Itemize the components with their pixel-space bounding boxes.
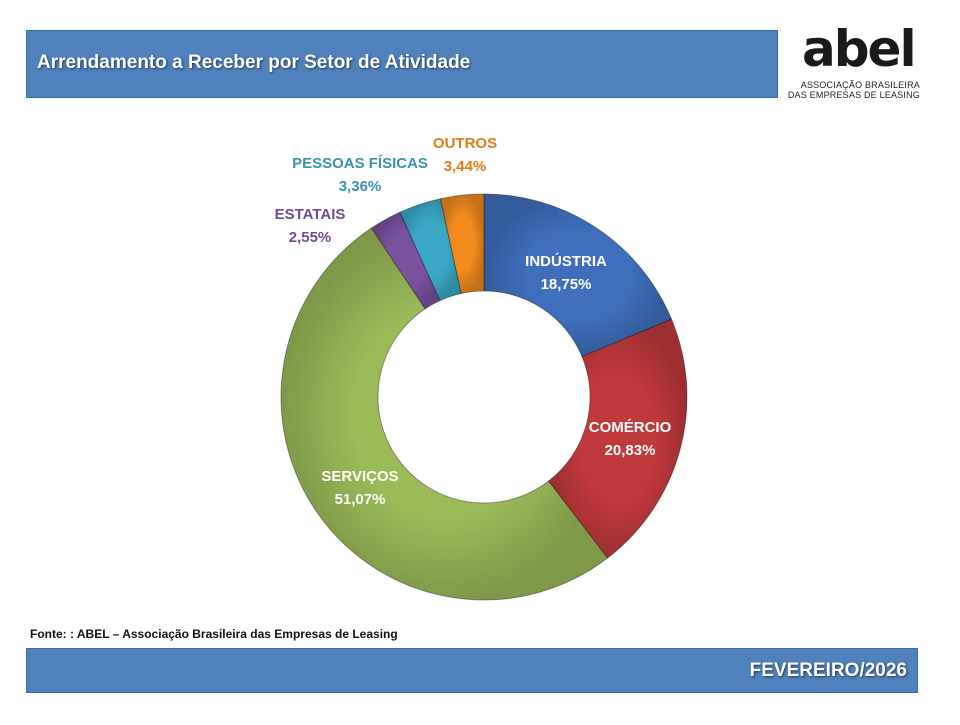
slice-label: COMÉRCIO [589,419,672,436]
logo-wordmark: abel [802,20,917,78]
footer-date: FEVEREIRO/2026 [749,660,907,681]
slice-value-label: 51,07% [335,491,386,508]
slice-shade [484,194,672,357]
slice-label: PESSOAS FÍSICAS [292,155,428,172]
logo-subtitle-line1: ASSOCIAÇÃO BRASILEIRA [800,80,920,90]
slice-label: ESTATAIS [275,206,346,223]
slice-shade [371,212,441,309]
slice-label: SERVIÇOS [321,468,398,485]
page-title: Arrendamento a Receber por Setor de Ativ… [37,52,471,73]
slice-label: INDÚSTRIA [525,252,607,270]
source-note: Fonte: : ABEL – Associação Brasileira da… [30,627,398,641]
logo-subtitle-line2: DAS EMPRESAS DE LEASING [787,90,920,100]
header-bar: Arrendamento a Receber por Setor de Ativ… [26,30,778,98]
slice-shade [440,194,484,294]
slice-value-label: 3,36% [339,178,382,195]
slice-value-label: 3,44% [444,158,487,175]
abel-logo: abel ASSOCIAÇÃO BRASILEIRA DAS EMPRESAS … [788,24,928,102]
slice-label: OUTROS [433,135,497,152]
slice-shade [399,198,462,301]
slice-shade [548,319,687,559]
footer-bar: FEVEREIRO/2026 [26,648,918,693]
slice-shade [281,228,608,601]
slice-value-label: 18,75% [541,276,592,293]
slice-value-label: 20,83% [605,442,656,459]
slice-value-label: 2,55% [289,229,332,246]
